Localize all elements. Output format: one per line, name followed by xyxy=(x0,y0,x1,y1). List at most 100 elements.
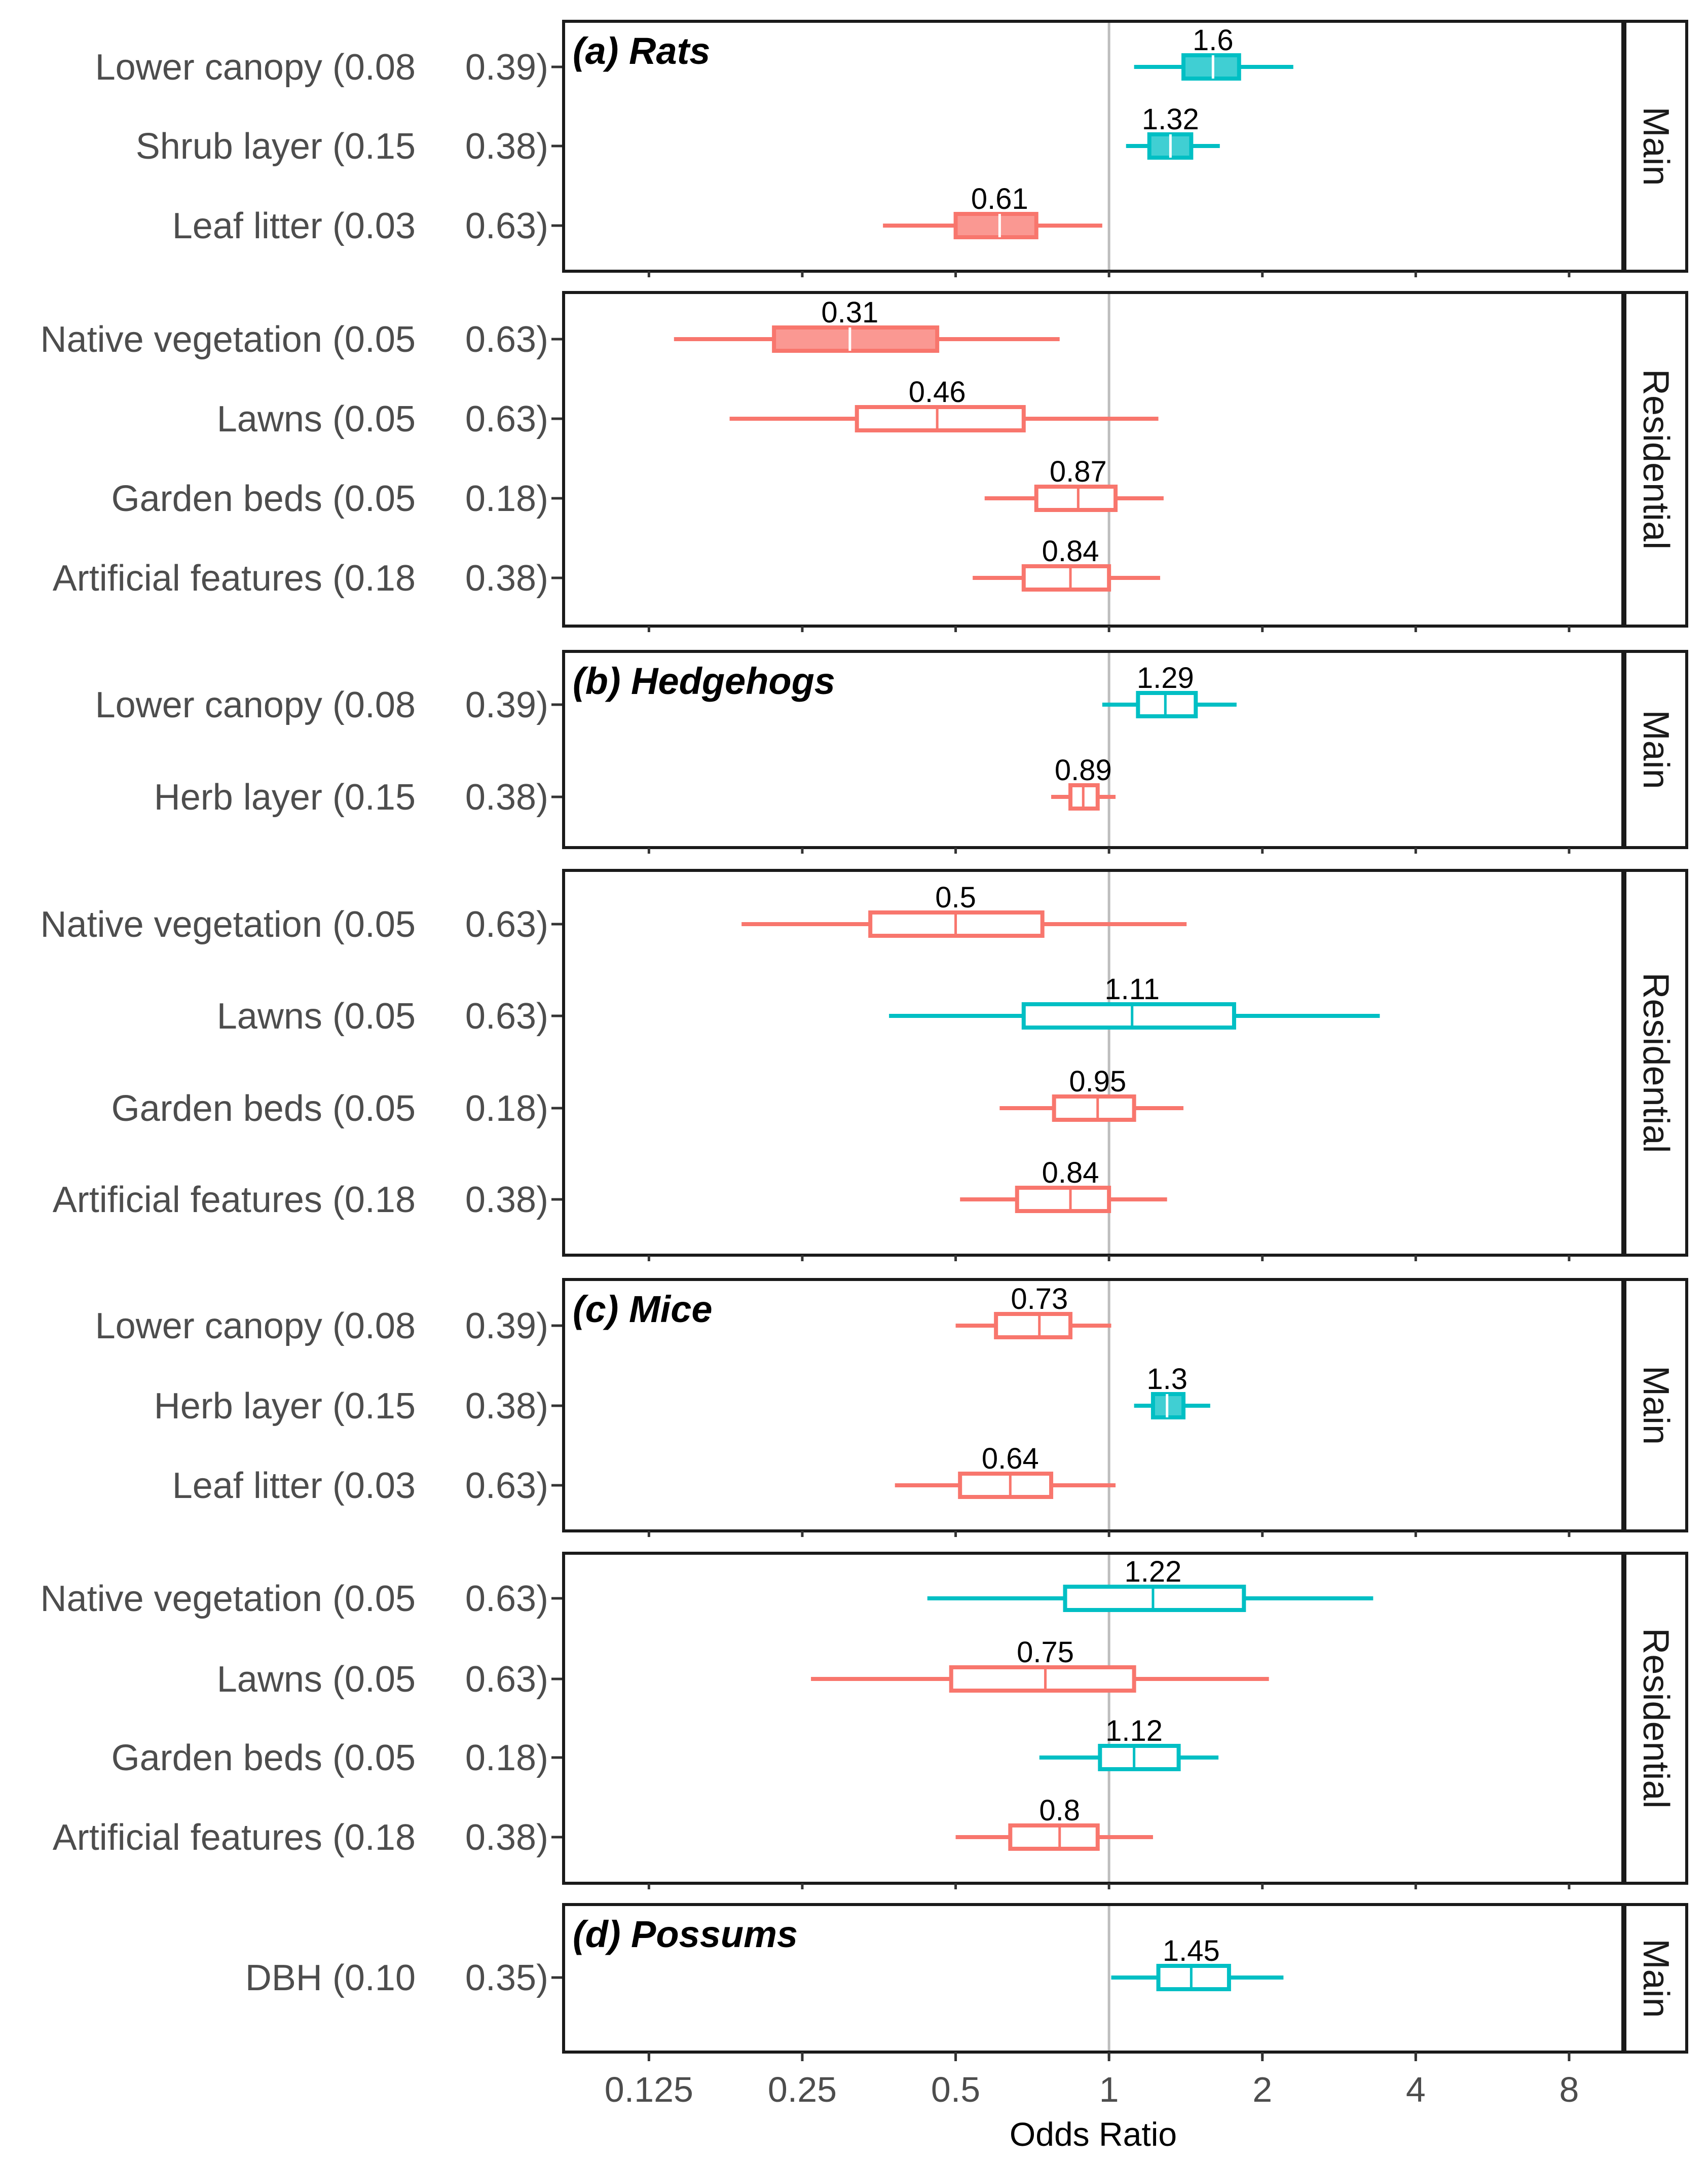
row-label-end: 0.63) xyxy=(465,1466,548,1506)
row-label-end: 0.39) xyxy=(465,685,548,725)
value-label: 0.89 xyxy=(1055,754,1112,787)
row-label: Native vegetation (0.05 xyxy=(41,1579,416,1619)
row-label-end: 0.63) xyxy=(465,1659,548,1700)
x-tick-label: 0.125 xyxy=(605,2070,693,2109)
row-label-end: 0.63) xyxy=(465,904,548,945)
value-label: 0.31 xyxy=(821,296,878,329)
row-label-end: 0.18) xyxy=(465,1088,548,1129)
panel-title: (b) Hedgehogs xyxy=(573,660,835,702)
panel-title: (d) Possums xyxy=(573,1913,798,1955)
row: DBH (0.10 0.35) 1.45 xyxy=(245,1934,1284,1998)
row: Native vegetation (0.05 0.63) 0.31 xyxy=(41,296,1060,360)
box xyxy=(1098,1744,1181,1771)
box xyxy=(1034,485,1118,512)
row-label: Leaf litter (0.03 xyxy=(172,206,416,246)
strip-label: Main xyxy=(1636,710,1676,789)
panel-1: Main (a) Rats Lower canopy (0.08 0.39) 1.6 Sh… xyxy=(95,20,1688,277)
row-label: Herb layer (0.15 xyxy=(154,1386,416,1427)
row-label: Native vegetation (0.05 xyxy=(41,904,416,945)
row-label-end: 0.38) xyxy=(465,777,548,818)
x-axis: 0.125 0.25 0.5 1 2 4 8 Odds Ratio xyxy=(605,2052,1579,2153)
panel-border xyxy=(562,1552,1624,1885)
row-label: Lower canopy (0.08 xyxy=(95,47,416,88)
box xyxy=(994,1312,1073,1339)
row-label-end: 0.35) xyxy=(465,1958,548,1998)
row: Lawns (0.05 0.63) 0.46 xyxy=(217,376,1159,440)
strip-label: Main xyxy=(1636,106,1676,186)
value-label: 0.61 xyxy=(971,182,1028,215)
strip-label: Main xyxy=(1636,1366,1676,1445)
row-label: Lower canopy (0.08 xyxy=(95,685,416,725)
value-label: 0.95 xyxy=(1069,1065,1126,1098)
x-tick-label: 0.5 xyxy=(931,2070,980,2109)
row-label: Lawns (0.05 xyxy=(217,996,416,1037)
strip-box xyxy=(1623,1552,1688,1885)
x-tick-label: 1 xyxy=(1099,2070,1119,2109)
panel-background xyxy=(564,651,1623,848)
panel-3: Main (b) Hedgehogs Lower canopy (0.08 0.39)… xyxy=(95,650,1688,854)
row-label-end: 0.63) xyxy=(465,996,548,1037)
panel-border xyxy=(562,650,1624,849)
strip-label: Residential xyxy=(1636,972,1676,1153)
strip-box xyxy=(1623,20,1688,273)
row-label: Artificial features (0.18 xyxy=(53,558,416,599)
box xyxy=(1021,1002,1236,1030)
row: Herb layer (0.15 0.38) 0.89 xyxy=(154,754,1116,818)
x-tick-label: 2 xyxy=(1252,2070,1272,2109)
row: Shrub layer (0.15 0.38) 1.32 xyxy=(136,103,1220,167)
value-label: 0.87 xyxy=(1050,455,1107,488)
value-label: 0.46 xyxy=(909,376,966,409)
box xyxy=(1052,1094,1136,1122)
row: Lower canopy (0.08 0.39) 1.6 xyxy=(95,24,1293,88)
row-label-end: 0.38) xyxy=(465,1817,548,1858)
value-label: 0.75 xyxy=(1017,1636,1074,1669)
panel-border xyxy=(562,291,1624,628)
panel-background xyxy=(564,21,1623,271)
panel-6: Residential Native vegetation (0.05 0.63) 1… xyxy=(41,1552,1688,1889)
row-label-end: 0.38) xyxy=(465,558,548,599)
strip-label: Residential xyxy=(1636,1628,1676,1808)
row-label: Lawns (0.05 xyxy=(217,399,416,440)
row: Lower canopy (0.08 0.39) 1.29 xyxy=(95,662,1237,725)
row-label: DBH (0.10 xyxy=(245,1958,416,1998)
row-label-end: 0.63) xyxy=(465,206,548,246)
panel-5: Main (c) Mice Lower canopy (0.08 0.39) 0.73 H… xyxy=(95,1278,1688,1537)
strip-label: Residential xyxy=(1636,369,1676,550)
row-label-end: 0.38) xyxy=(465,1180,548,1220)
row: Lower canopy (0.08 0.39) 0.73 xyxy=(95,1283,1111,1346)
strip-box xyxy=(1623,650,1688,849)
row-label-end: 0.18) xyxy=(465,479,548,519)
row-label: Garden beds (0.05 xyxy=(112,1088,416,1129)
row: Herb layer (0.15 0.38) 1.3 xyxy=(154,1363,1210,1427)
box xyxy=(1156,1964,1231,1991)
box xyxy=(949,1665,1136,1693)
row-label-end: 0.38) xyxy=(465,1386,548,1427)
row-label: Herb layer (0.15 xyxy=(154,777,416,818)
box xyxy=(1181,53,1241,81)
row-label: Garden beds (0.05 xyxy=(112,479,416,519)
box xyxy=(1021,564,1111,592)
row-label: Lower canopy (0.08 xyxy=(95,1306,416,1346)
row: Lawns (0.05 0.63) 0.75 xyxy=(217,1636,1269,1700)
box xyxy=(1136,691,1198,718)
row-label-end: 0.63) xyxy=(465,399,548,440)
row: Garden beds (0.05 0.18) 0.95 xyxy=(112,1065,1184,1129)
row-label: Artificial features (0.18 xyxy=(53,1180,416,1220)
row-label: Lawns (0.05 xyxy=(217,1659,416,1700)
box xyxy=(1015,1186,1111,1213)
row-label-end: 0.63) xyxy=(465,319,548,360)
row-label-end: 0.63) xyxy=(465,1579,548,1619)
value-label: 1.11 xyxy=(1104,973,1160,1006)
row: Garden beds (0.05 0.18) 0.87 xyxy=(112,455,1164,519)
strip-box xyxy=(1623,1903,1688,2054)
x-tick-label: 4 xyxy=(1406,2070,1426,2109)
x-axis-title: Odds Ratio xyxy=(1010,2115,1177,2153)
value-label: 0.5 xyxy=(935,881,976,914)
strip-box xyxy=(1623,1278,1688,1532)
row-label: Shrub layer (0.15 xyxy=(136,126,416,167)
panel-7: Main (d) Possums DBH (0.10 0.35) 1.45 xyxy=(245,1903,1688,2058)
row: Native vegetation (0.05 0.63) 1.22 xyxy=(41,1555,1373,1619)
row-label-end: 0.39) xyxy=(465,47,548,88)
box xyxy=(772,325,940,353)
row: Artificial features (0.18 0.38) 0.84 xyxy=(53,1156,1167,1220)
